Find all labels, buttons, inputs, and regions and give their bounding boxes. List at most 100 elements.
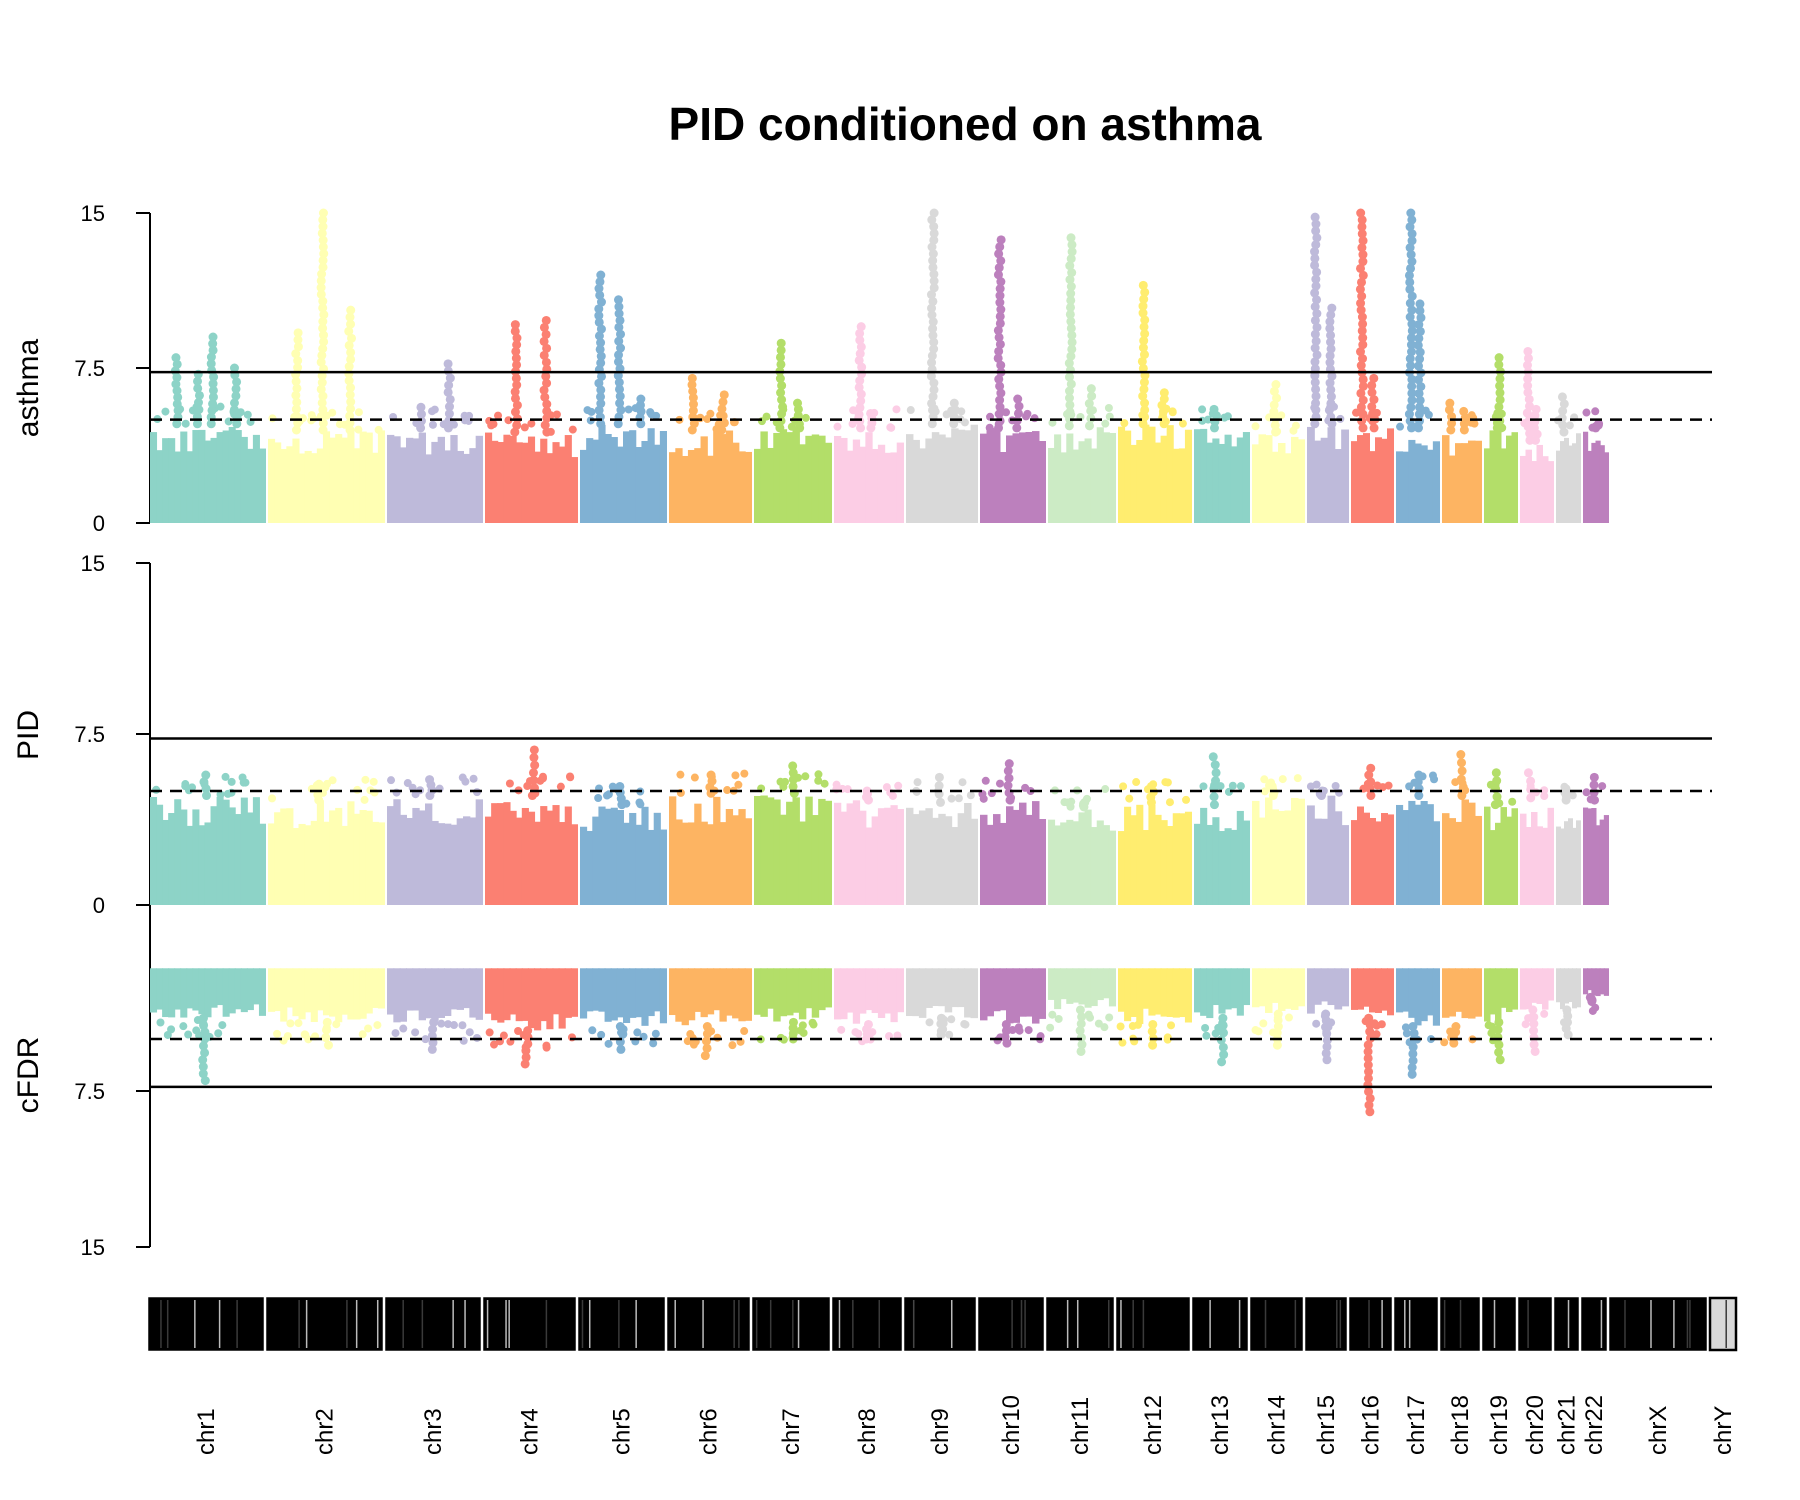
peak-point [172, 386, 182, 396]
peak-point [1416, 313, 1426, 323]
data-point [906, 406, 915, 415]
peak-point [994, 346, 1004, 356]
data-band [980, 433, 988, 523]
data-band [890, 805, 898, 905]
data-band [1542, 827, 1549, 905]
data-point [1565, 421, 1574, 430]
data-band [1576, 433, 1581, 523]
data-band [1396, 451, 1404, 523]
ideogram-band [950, 1300, 953, 1348]
data-band [1096, 427, 1104, 523]
data-point [833, 422, 842, 431]
points-cFDR-chr20 [1520, 968, 1554, 1056]
data-point [1086, 1013, 1095, 1022]
data-band [1520, 813, 1527, 905]
data-band [1236, 437, 1244, 523]
chromosome-label: chr15 [1313, 1395, 1340, 1455]
y-tick-label: 0 [93, 511, 105, 536]
ideogram-band [1336, 1300, 1338, 1348]
data-band [1048, 819, 1056, 905]
y-axis-label-cFDR: cFDR [12, 1037, 45, 1114]
peak-point [512, 340, 522, 350]
data-band [760, 431, 768, 523]
peak-point [541, 357, 551, 367]
peak-point [1310, 357, 1320, 367]
peak-point [541, 315, 551, 325]
data-band [852, 439, 861, 523]
data-band [552, 442, 560, 523]
data-point [411, 1028, 420, 1037]
data-point [1331, 781, 1340, 790]
ideogram-chr4 [483, 1297, 576, 1351]
peak-point [996, 235, 1006, 245]
data-band [1375, 821, 1382, 905]
data-band [1108, 432, 1116, 523]
data-point [1251, 422, 1260, 431]
data-band [896, 968, 904, 1013]
peak-point [1067, 240, 1077, 250]
data-band [1072, 449, 1080, 523]
data-band [675, 819, 683, 905]
data-band [1511, 432, 1518, 523]
peak-point [1529, 1019, 1539, 1029]
peak-point [541, 371, 551, 381]
data-band [681, 968, 689, 1026]
data-point [428, 420, 437, 429]
data-band [834, 802, 842, 905]
ideogram-band [581, 1300, 584, 1348]
data-point [832, 780, 841, 789]
peak-point [345, 411, 355, 421]
data-band [1078, 812, 1086, 905]
peak-point [317, 398, 327, 408]
peak-point [1312, 350, 1322, 360]
data-point [527, 419, 536, 428]
data-band [527, 436, 536, 523]
data-band [1531, 461, 1538, 523]
peak-point [318, 303, 328, 313]
peak-point [443, 359, 453, 369]
peak-point [293, 335, 303, 345]
data-band [647, 428, 655, 523]
peak-point [1491, 768, 1501, 778]
data-band [497, 803, 505, 905]
data-band [700, 821, 708, 905]
data-band [1542, 968, 1549, 1010]
data-band [1258, 968, 1266, 1007]
peak-point [1494, 1017, 1504, 1027]
peak-point [322, 1017, 332, 1027]
data-band [1142, 968, 1150, 1009]
peak-point [594, 405, 604, 415]
data-band [1369, 968, 1376, 1013]
data-band [1072, 821, 1080, 905]
peak-point [539, 322, 549, 332]
data-band [1194, 823, 1202, 905]
data-band [365, 432, 373, 523]
ideogram-band [1443, 1300, 1446, 1348]
peak-point [316, 276, 326, 286]
data-band [286, 968, 294, 1008]
peak-point [1269, 400, 1279, 410]
data-band [1495, 822, 1502, 905]
peak-point [318, 418, 328, 428]
peak-point [1311, 384, 1321, 394]
peak-point [1363, 1047, 1373, 1057]
peak-point [614, 322, 624, 332]
data-band [292, 968, 300, 1017]
data-band [834, 435, 842, 523]
data-band [347, 801, 355, 905]
data-band [725, 808, 734, 905]
peak-point [1365, 1020, 1375, 1030]
peak-point [1414, 791, 1424, 801]
peak-point [1066, 233, 1076, 243]
data-band [760, 795, 768, 905]
data-point [1118, 1038, 1127, 1047]
peak-point [1526, 784, 1536, 794]
data-point [1293, 774, 1302, 783]
data-band [1066, 968, 1074, 1004]
peak-point [995, 242, 1005, 252]
peak-point [1558, 406, 1568, 416]
peak-point [510, 387, 520, 397]
peak-point [928, 249, 938, 259]
ideogram-chr2 [266, 1297, 383, 1351]
data-point [332, 1020, 341, 1029]
